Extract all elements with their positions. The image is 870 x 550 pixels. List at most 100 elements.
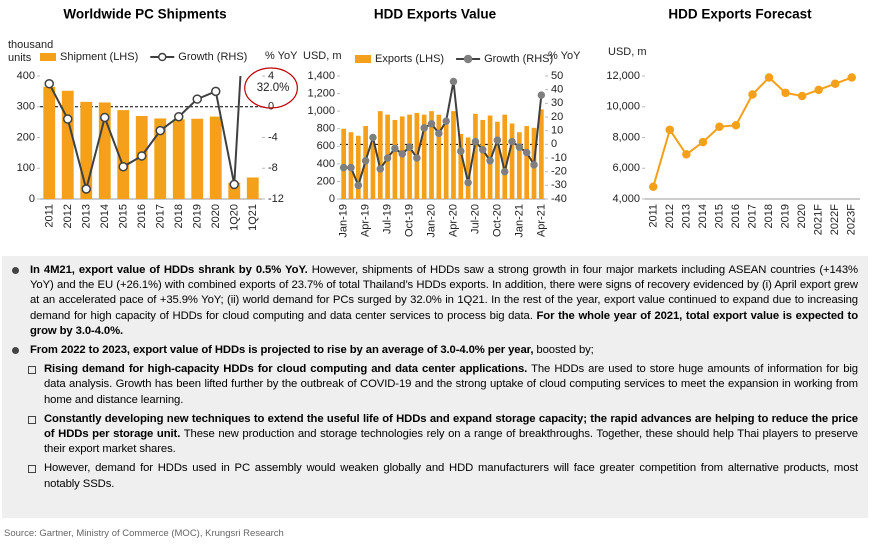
bar: [495, 121, 500, 199]
x-tick-label: Oct-20: [491, 204, 503, 237]
bullet-square: [28, 415, 36, 424]
marker: [748, 90, 757, 99]
marker: [435, 129, 443, 138]
bar: [61, 90, 74, 199]
tick-label: 0: [329, 193, 335, 205]
x-tick-label: 2020: [210, 204, 222, 228]
bar: [377, 111, 383, 199]
text-run: From 2022 to 2023, export value of HDDs …: [30, 344, 534, 357]
marker: [486, 156, 494, 165]
bar: [421, 114, 427, 199]
tick-label: 0: [29, 193, 35, 205]
bar: [517, 132, 522, 199]
data-label: 32.0%: [257, 82, 290, 94]
y-axis-label: thousand: [8, 39, 53, 51]
bar: [480, 119, 486, 199]
y-axis-label: USD, m: [303, 50, 342, 62]
marker: [731, 120, 741, 130]
marker: [530, 161, 538, 169]
x-tick-label: Jan-19: [338, 204, 350, 238]
bar: [80, 101, 93, 199]
marker: [449, 77, 458, 86]
marker: [682, 150, 691, 159]
tick-label: 400: [317, 158, 335, 170]
chart-title: HDD Exports Forecast: [668, 7, 812, 22]
bullet-dot: [12, 347, 19, 355]
tick-label: -4: [268, 131, 278, 143]
x-tick-label: 2011: [647, 204, 659, 228]
bar: [502, 114, 508, 199]
chart-title: Worldwide PC Shipments: [63, 7, 226, 22]
marker: [649, 182, 658, 191]
marker: [537, 91, 546, 99]
text-run: These new production and storage technol…: [44, 428, 858, 456]
bar: [117, 110, 130, 199]
marker: [522, 148, 531, 157]
x-tick-label: 2015: [713, 204, 725, 228]
y2-axis-label: % YoY: [265, 50, 298, 62]
marker: [192, 94, 202, 104]
bar: [370, 142, 376, 199]
marker: [383, 154, 392, 162]
tick-label: 100: [17, 162, 35, 174]
bullet-dot: [12, 267, 19, 274]
marker: [715, 122, 724, 131]
marker: [369, 133, 377, 142]
tick-label: 50: [551, 70, 563, 82]
text-box: In 4M21, export value of HDDs shrank by …: [2, 256, 868, 518]
x-tick-label: 2021F: [813, 204, 825, 235]
line: [343, 81, 543, 189]
bar: [191, 118, 204, 199]
x-tick-label: Apr-20: [447, 204, 459, 237]
marker: [361, 156, 370, 165]
bar: [172, 119, 185, 199]
x-tick-label: Jan-21: [513, 204, 525, 238]
bar: [246, 177, 259, 199]
marker: [391, 144, 399, 153]
x-tick-label: 1Q20: [228, 204, 240, 231]
marker: [81, 184, 91, 194]
bar: [509, 123, 515, 199]
tick-label: 10,000: [606, 101, 640, 113]
marker: [508, 137, 516, 146]
legend-swatch: [40, 53, 56, 61]
marker: [100, 112, 110, 123]
bar: [538, 109, 544, 199]
marker: [420, 124, 428, 132]
x-tick-label: 2011: [43, 204, 55, 228]
sub-bullet: Constantly developing new techniques to …: [28, 412, 858, 458]
marker: [493, 136, 502, 144]
marker: [354, 181, 363, 190]
bar: [473, 113, 478, 199]
marker: [457, 147, 465, 155]
bullet-square: [28, 465, 36, 474]
text-run: In 4M21, export value of HDDs shrank by …: [30, 264, 308, 276]
marker: [229, 179, 239, 190]
x-tick-label: 2022F: [829, 204, 841, 235]
tick-label: -20: [551, 166, 567, 178]
tick-label: 1,200: [307, 87, 335, 99]
y2-axis-label: % YoY: [548, 50, 581, 62]
marker: [376, 165, 385, 173]
marker: [500, 167, 509, 176]
marker: [427, 120, 436, 128]
legend-marker: [158, 52, 167, 62]
x-tick-label: 2018: [763, 204, 775, 228]
tick-label: 20: [551, 111, 563, 123]
marker: [764, 73, 774, 82]
marker: [442, 117, 450, 125]
x-tick-label: 2014: [697, 204, 709, 228]
marker: [155, 125, 165, 136]
x-tick-label: 2019: [780, 204, 792, 228]
legend-label: Shipment (LHS): [60, 51, 138, 63]
x-tick-label: 2017: [747, 204, 759, 228]
marker: [347, 163, 355, 172]
marker: [471, 137, 480, 146]
x-tick-label: 2013: [680, 204, 692, 228]
marker: [174, 111, 184, 122]
x-tick-label: 2018: [173, 204, 185, 228]
tick-label: 0: [268, 101, 274, 113]
tick-label: -10: [551, 152, 567, 164]
x-tick-label: 2012: [664, 204, 676, 228]
marker: [781, 88, 790, 98]
